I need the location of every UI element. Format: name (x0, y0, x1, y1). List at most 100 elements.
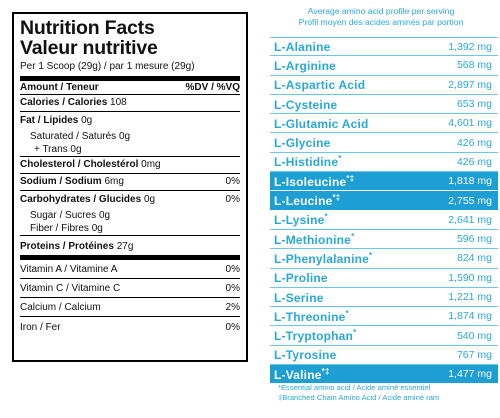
amino-mark: *‡ (332, 193, 341, 203)
amino-name: L-Valine*‡ (274, 367, 330, 382)
amino-name: L-Isoleucine*‡ (274, 174, 354, 189)
row-label: Carbohydrates / Glucides (20, 194, 142, 205)
row-dv: 0% (225, 264, 240, 275)
amino-name: L-Aspartic Acid (274, 77, 365, 92)
row-carbohydrates: Carbohydrates / Glucides 0g 0% (20, 191, 240, 208)
amino-name: L-Threonine* (274, 309, 349, 324)
amino-name-text: L-Serine (274, 290, 324, 305)
amino-mark: * (324, 212, 328, 222)
header-amount: Amount / Teneur (20, 82, 99, 93)
amino-acid-panel: Average amino acid profile per serving P… (262, 0, 500, 418)
row-label: Sugar / Sucres (30, 210, 97, 221)
header-dv: %DV / %VQ (185, 82, 240, 93)
row-sodium: Sodium / Sodium 6mg 0% (20, 174, 240, 191)
amino-value: 1,818 mg (448, 175, 492, 188)
row-calcium: Calcium / Calcium 2% (20, 298, 240, 317)
row-vitamin-c: Vitamin C / Vitamine C 0% (20, 279, 240, 298)
amino-row: L-Histidine* 426 mg (270, 153, 498, 173)
table-header: Amount / Teneur %DV / %VQ (20, 81, 240, 95)
row-label: Vitamin A / Vitamine A (20, 264, 118, 275)
thick-divider (20, 76, 240, 81)
amino-name-text: L-Lysine (274, 213, 325, 228)
row-label: Cholesterol / Cholestérol (20, 159, 139, 170)
row-cholesterol: Cholesterol / Cholestérol 0mg (20, 157, 240, 174)
footnote-bcaa: ‡Branched Chain Amino Acid / Acide aminé… (278, 393, 440, 402)
row-label: Proteins / Protéines (20, 241, 114, 252)
row-value: 0g (143, 194, 156, 205)
amino-name-text: L-Methionine (274, 232, 352, 247)
title-fr: Valeur nutritive (20, 37, 158, 59)
amino-name-text: L-Phenylalanine (274, 251, 370, 266)
amino-row: L-Leucine*‡ 2,755 mg (270, 191, 498, 211)
amino-value: 2,897 mg (448, 78, 492, 91)
amino-name: L-Arginine (274, 58, 336, 73)
amino-name: L-Glycine (274, 135, 330, 150)
row-saturated: Saturated / Saturés 0g (20, 129, 240, 143)
amino-row: L-Glutamic Acid 4,601 mg (270, 114, 498, 134)
amino-row: L-Tryptophan* 540 mg (270, 326, 498, 346)
row-dv: 0% (225, 283, 240, 294)
amino-mark: * (351, 231, 355, 241)
row-trans: + Trans 0g (20, 143, 240, 157)
amino-name-text: L-Tyrosine (274, 348, 337, 363)
row-value: 0mg (141, 159, 161, 170)
row-value: 6mg (104, 176, 124, 187)
row-sugar: Sugar / Sucres 0g (20, 208, 240, 222)
amino-name-text: L-Proline (274, 271, 328, 286)
amino-value: 540 mg (456, 329, 492, 342)
row-dv: 0% (225, 322, 240, 333)
row-calories: Calories / Calories 108 (20, 95, 240, 112)
amino-name-text: L-Threonine (274, 309, 346, 324)
row-label: Vitamin C / Vitamine C (20, 283, 121, 294)
amino-row: L-Isoleucine*‡ 1,818 mg (270, 172, 498, 192)
row-dv: 2% (225, 302, 240, 313)
row-value: 0g (81, 115, 93, 126)
amino-name-text: L-Histidine (274, 155, 339, 170)
amino-list: L-Alanine 1,392 mg L-Arginine 568 mg L-Aspar… (270, 37, 498, 385)
amino-value: 2,641 mg (448, 213, 492, 226)
row-dv: 0% (225, 194, 240, 205)
amino-value: 653 mg (456, 98, 492, 111)
amino-name: L-Cysteine (274, 97, 337, 112)
amino-row: L-Threonine* 1,874 mg (270, 307, 498, 327)
amino-name: L-Proline (274, 270, 328, 285)
row-vitamin-a: Vitamin A / Vitamine A 0% (20, 260, 240, 279)
thick-divider (20, 255, 240, 260)
amino-row: L-Alanine 1,392 mg (270, 37, 498, 57)
amino-mark: * (353, 328, 357, 338)
amino-value: 767 mg (456, 348, 492, 361)
row-label: + Trans (34, 144, 68, 155)
amino-footnotes: *Essential amino acid / Acide aminé esse… (278, 383, 439, 403)
row-label: Iron / Fer (20, 322, 61, 333)
amino-row: L-Cysteine 653 mg (270, 95, 498, 115)
amino-value: 2,755 mg (448, 194, 492, 207)
amino-name: L-Tryptophan* (274, 328, 356, 343)
row-value: 0g (91, 223, 103, 234)
amino-header-en: Average amino acid profile per serving (307, 6, 455, 16)
amino-mark: * (338, 154, 342, 164)
amino-name: L-Phenylalanine* (274, 251, 372, 266)
amino-mark: *‡ (346, 173, 355, 183)
amino-value: 426 mg (456, 136, 492, 149)
row-fat: Fat / Lipides 0g (20, 112, 240, 129)
amino-name-text: L-Aspartic Acid (274, 78, 366, 93)
title-en: Nutrition Facts (20, 17, 155, 39)
nutrition-facts-panel: Nutrition Facts Valeur nutritive Per 1 S… (12, 12, 248, 362)
amino-row: L-Phenylalanine* 824 mg (270, 249, 498, 269)
amino-mark: * (369, 250, 373, 260)
amino-row: L-Tyrosine 767 mg (270, 346, 498, 366)
amino-name: L-Serine (274, 290, 324, 305)
amino-value: 4,601 mg (448, 117, 492, 130)
amino-name: L-Leucine*‡ (274, 193, 340, 208)
amino-name: L-Lysine* (274, 212, 328, 227)
amino-mark: * (345, 308, 349, 318)
row-label: Sodium / Sodium (20, 176, 102, 187)
amino-name-text: L-Glutamic Acid (274, 116, 369, 131)
amino-header-fr: Profil moyen des acides aminés par porti… (298, 17, 464, 27)
amino-name-text: L-Cysteine (274, 97, 338, 112)
row-fiber: Fiber / Fibres 0g (20, 222, 240, 236)
amino-name-text: L-Leucine (274, 194, 333, 209)
amino-name: L-Glutamic Acid (274, 116, 369, 131)
row-proteins: Proteins / Protéines 27g (20, 236, 240, 255)
amino-value: 568 mg (456, 59, 492, 72)
